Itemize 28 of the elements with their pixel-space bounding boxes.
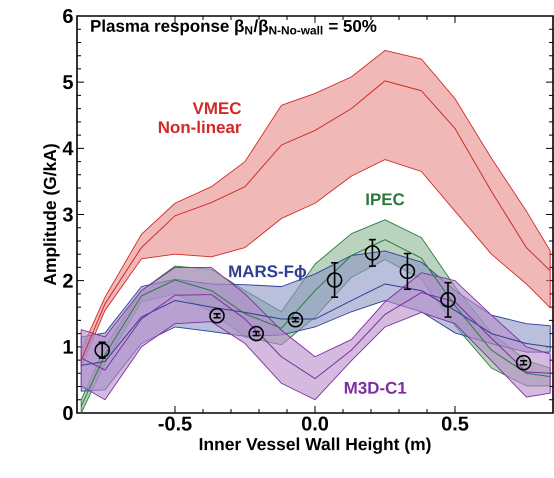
chart-title: Plasma response β$_{N}$/β$_{N-No-wall}$ = 50% xyxy=(91,20,376,36)
point xyxy=(400,264,416,280)
x-tick-label: -0.5 xyxy=(158,416,192,431)
y-tick-label: 2 xyxy=(63,274,73,288)
point xyxy=(440,292,456,308)
y-tick-label: 4 xyxy=(62,141,74,156)
line-series xyxy=(80,292,551,380)
y-tick-label: 1 xyxy=(64,340,73,354)
x-tick-label: 0.0 xyxy=(302,416,328,431)
text: VMEC Non-linear xyxy=(158,102,242,134)
series-label: M3D-C1 xyxy=(344,382,406,394)
point xyxy=(364,245,380,261)
y-tick-label: 3 xyxy=(62,207,73,222)
series-label: MARS-Fϕ xyxy=(229,264,306,281)
y-tick-label: 5 xyxy=(63,75,73,90)
point xyxy=(326,272,342,288)
y-tick-label: 6 xyxy=(63,8,73,24)
y-tick-label: 0 xyxy=(63,406,73,420)
point xyxy=(248,326,264,342)
x-tick-label: 0.5 xyxy=(442,416,468,431)
y-axis-title: Amplitude (G/kA) xyxy=(43,144,60,286)
line-series xyxy=(80,283,551,366)
point xyxy=(288,312,304,328)
x-axis-title: Inner Vessel Wall Height (m) xyxy=(200,437,431,454)
text: IPEC xyxy=(366,193,404,206)
point xyxy=(516,354,532,371)
point xyxy=(94,342,110,358)
point xyxy=(209,308,225,324)
